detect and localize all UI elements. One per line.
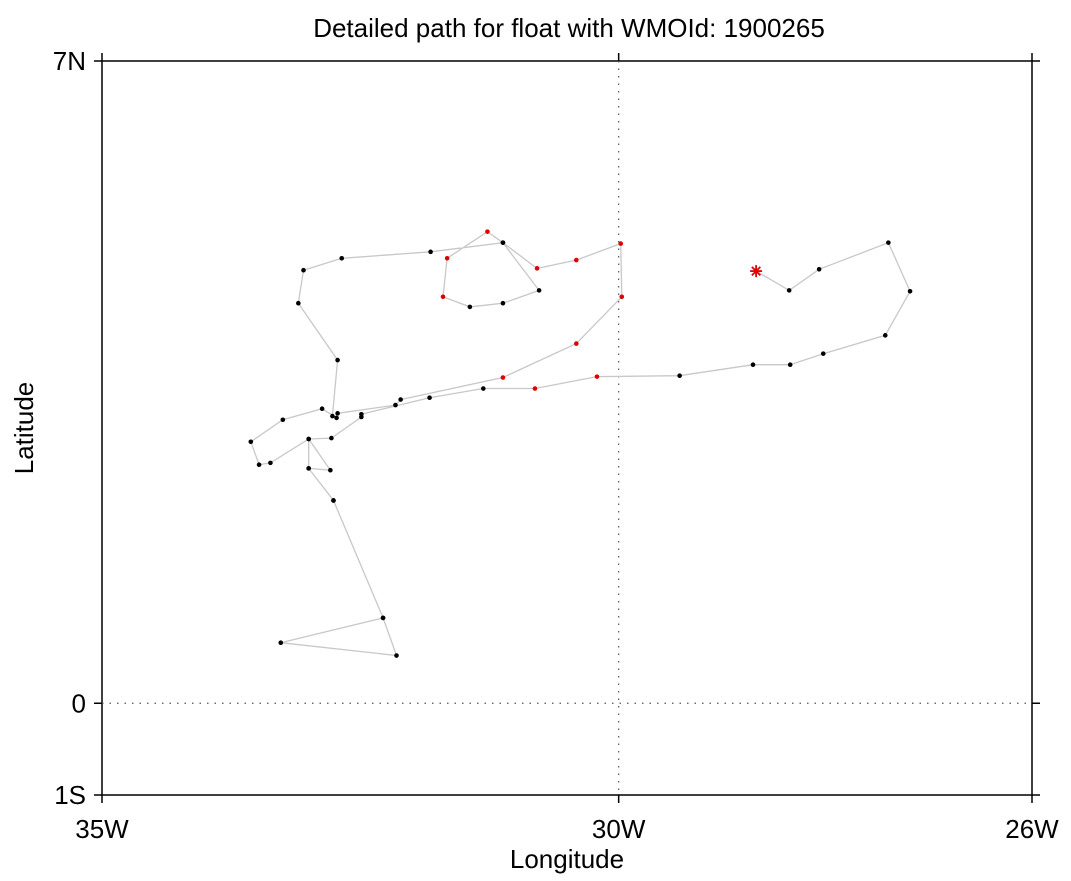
profile-point xyxy=(677,373,682,379)
profile-point xyxy=(787,362,793,367)
profile-point xyxy=(618,241,624,246)
profile-point xyxy=(328,467,333,473)
profile-points xyxy=(248,229,913,658)
profile-point xyxy=(359,414,364,420)
y-tick-label: 7N xyxy=(53,46,86,76)
profile-point xyxy=(820,351,826,356)
profile-point xyxy=(319,406,325,412)
profile-point xyxy=(500,375,506,380)
y-axis-label: Latitude xyxy=(9,382,39,475)
x-tick-label: 26W xyxy=(1005,814,1059,844)
profile-point xyxy=(301,267,306,273)
y-tick-label: 1S xyxy=(54,780,86,810)
profile-point xyxy=(380,615,386,621)
x-tick-labels: 35W 30W 26W xyxy=(75,814,1059,844)
profile-point xyxy=(574,257,579,263)
profile-point xyxy=(427,395,432,401)
x-tick-label: 30W xyxy=(592,814,646,844)
profile-point xyxy=(882,333,888,338)
profile-point xyxy=(619,294,625,300)
profile-point xyxy=(594,374,600,379)
profile-point xyxy=(574,341,579,346)
profile-point xyxy=(485,229,490,234)
plot-frame xyxy=(101,60,1033,796)
y-tick-label: 0 xyxy=(72,688,86,718)
x-tick-label: 35W xyxy=(75,814,129,844)
profile-point xyxy=(335,411,340,416)
axis-ticks xyxy=(94,53,1040,803)
profile-point xyxy=(278,640,284,645)
profile-point xyxy=(280,417,286,423)
profile-point xyxy=(886,240,891,245)
profile-point xyxy=(816,266,822,272)
profile-point xyxy=(256,462,262,468)
y-tick-labels: 7N 0 1S xyxy=(53,46,86,810)
profile-point xyxy=(393,402,398,408)
profile-point xyxy=(331,498,336,503)
profile-point xyxy=(334,415,339,421)
float-path-line xyxy=(250,230,911,657)
profile-point xyxy=(467,304,473,310)
start-marker xyxy=(750,265,763,278)
profile-point xyxy=(398,397,403,402)
x-axis-label: Longitude xyxy=(510,844,624,874)
start-asterisk-stroke xyxy=(751,266,761,276)
profile-point xyxy=(536,288,542,293)
profile-point xyxy=(750,362,756,367)
plot-area xyxy=(94,53,1040,803)
chart-title: Detailed path for float with WMOId: 1900… xyxy=(313,13,825,43)
profile-point xyxy=(532,386,538,391)
profile-point xyxy=(428,249,433,255)
profile-point xyxy=(335,357,340,363)
profile-point xyxy=(786,288,792,293)
profile-point xyxy=(534,266,540,271)
reference-lines xyxy=(102,61,1032,795)
profile-point xyxy=(440,294,446,300)
profile-point xyxy=(339,255,345,261)
profile-point xyxy=(330,413,335,419)
profile-point xyxy=(306,436,311,442)
profile-point xyxy=(907,288,913,294)
profile-point xyxy=(500,300,506,306)
profile-point xyxy=(296,300,301,306)
profile-point xyxy=(306,466,311,471)
profile-point xyxy=(394,653,399,658)
path-lines xyxy=(250,230,911,657)
profile-point xyxy=(444,255,450,261)
profile-point xyxy=(268,460,273,466)
profile-point xyxy=(481,386,486,391)
profile-point xyxy=(248,439,254,445)
profile-point xyxy=(329,435,334,441)
profile-point xyxy=(500,240,506,245)
